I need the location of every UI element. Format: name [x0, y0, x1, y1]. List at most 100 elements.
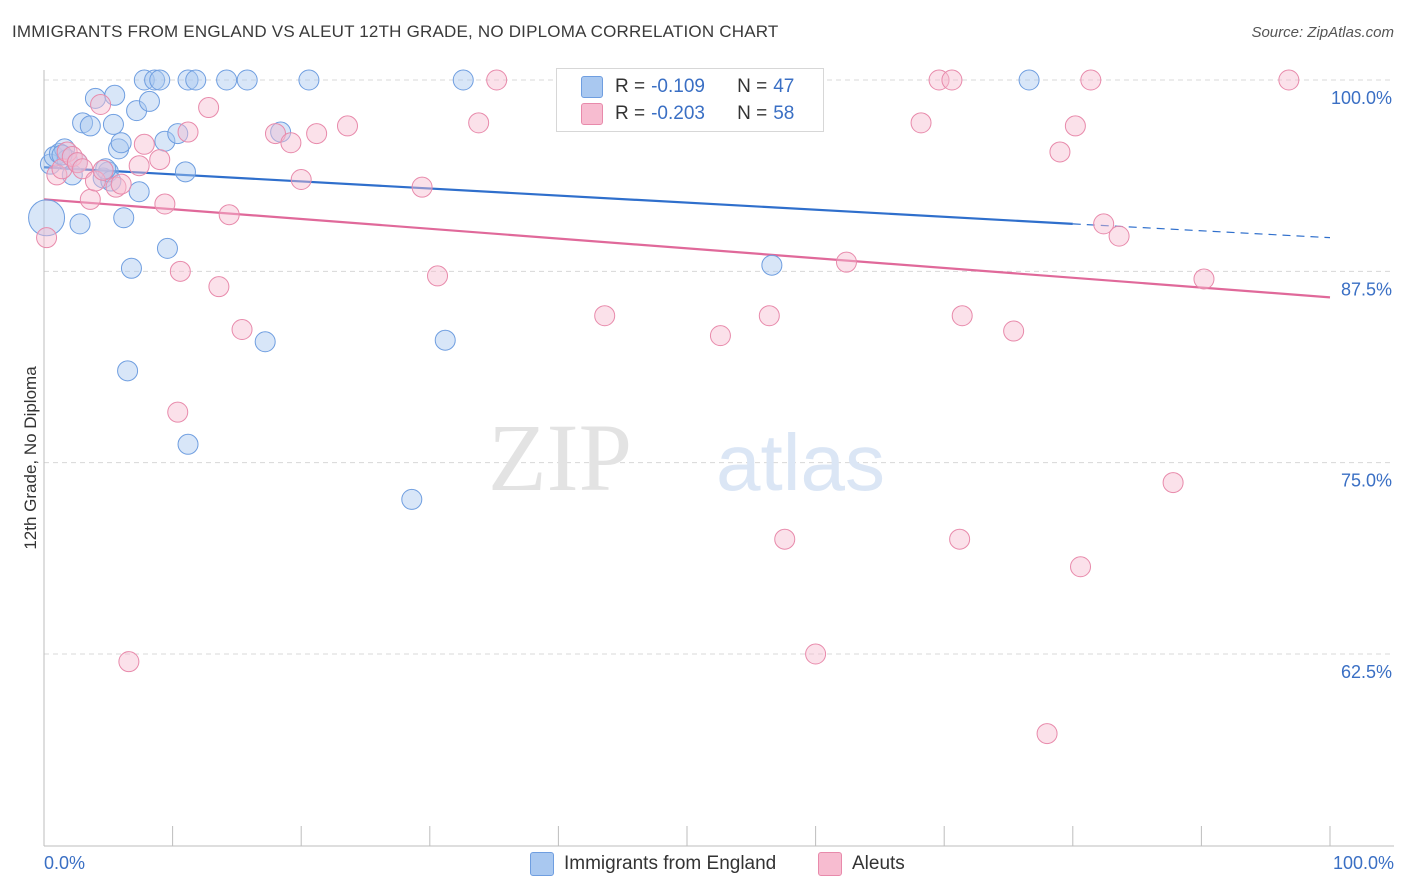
point-aleuts — [36, 227, 58, 249]
point-aleuts — [149, 149, 171, 171]
n-label: N = — [737, 76, 768, 97]
point-england — [298, 69, 320, 91]
chart-title: IMMIGRANTS FROM ENGLAND VS ALEUT 12TH GR… — [12, 22, 779, 41]
watermark-atlas: atlas — [716, 418, 885, 507]
y-tick-label: 75.0% — [1341, 471, 1392, 491]
point-aleuts — [1093, 213, 1115, 235]
n-value: 47 — [773, 76, 795, 97]
point-england — [102, 113, 124, 135]
n-label: N = — [737, 103, 768, 124]
point-aleuts — [805, 643, 827, 665]
point-aleuts — [198, 97, 220, 119]
point-aleuts — [1049, 141, 1071, 163]
point-aleuts — [118, 651, 140, 673]
point-england — [434, 329, 456, 351]
point-england — [61, 164, 83, 186]
stats-legend-row-aleuts: R = -0.203 N = 58 — [581, 102, 794, 126]
point-aleuts — [1108, 225, 1130, 247]
point-england — [177, 69, 199, 91]
legend-swatch-aleuts — [581, 103, 603, 125]
r-label: R = — [615, 76, 646, 97]
point-aleuts — [468, 112, 490, 134]
point-aleuts — [774, 528, 796, 550]
point-aleuts — [79, 188, 101, 210]
n-value: 58 — [773, 103, 795, 124]
point-aleuts — [411, 176, 433, 198]
point-aleuts — [709, 325, 731, 347]
point-aleuts — [1080, 69, 1102, 91]
point-aleuts — [1193, 268, 1215, 290]
point-england — [216, 69, 238, 91]
point-aleuts — [218, 204, 240, 226]
point-aleuts — [1036, 723, 1058, 745]
point-england — [149, 69, 171, 91]
point-aleuts — [72, 158, 94, 180]
point-england — [185, 69, 207, 91]
legend-swatch-england — [530, 852, 554, 876]
point-aleuts — [1064, 115, 1086, 137]
point-aleuts — [758, 305, 780, 327]
stats-legend-row-england: R = -0.109 N = 47 — [581, 75, 794, 99]
y-tick-label: 100.0% — [1331, 88, 1392, 108]
point-aleuts — [1278, 69, 1300, 91]
axes — [43, 70, 1394, 847]
legend-label-england: Immigrants from England — [564, 853, 777, 874]
point-aleuts — [90, 93, 112, 115]
point-england — [236, 69, 258, 91]
point-england — [177, 433, 199, 455]
watermark: ZIP atlas — [488, 404, 885, 511]
point-aleuts — [949, 528, 971, 550]
point-england — [138, 90, 160, 112]
point-aleuts — [1162, 472, 1184, 494]
tick-labels: 100.0% 87.5% 75.0% 62.5% 0.0% 100.0% — [44, 88, 1394, 873]
stats-legend: R = -0.109 N = 47 R = -0.203 N = 58 — [556, 68, 824, 132]
source-label: Source: ZipAtlas.com — [1251, 24, 1394, 41]
point-aleuts — [835, 251, 857, 273]
point-aleuts — [264, 123, 286, 145]
point-england — [1018, 69, 1040, 91]
point-aleuts — [208, 276, 230, 298]
point-aleuts — [427, 265, 449, 287]
legend-item-england: Immigrants from England — [530, 852, 776, 876]
point-england — [117, 360, 139, 382]
y-tick-label: 87.5% — [1341, 279, 1392, 299]
point-england — [28, 199, 66, 237]
trend-line-england — [43, 166, 1073, 225]
point-england — [113, 207, 135, 229]
legend-label-aleuts: Aleuts — [852, 853, 905, 874]
point-aleuts — [941, 69, 963, 91]
x-tick-label: 100.0% — [1333, 853, 1394, 873]
point-england — [120, 257, 142, 279]
watermark-zip: ZIP — [488, 404, 632, 511]
trend-lines — [43, 166, 1331, 299]
point-aleuts — [336, 115, 358, 137]
point-aleuts — [167, 401, 189, 423]
point-aleuts — [169, 260, 191, 282]
point-aleuts — [110, 173, 132, 195]
point-aleuts — [154, 193, 176, 215]
trend-line-england-extension — [1072, 223, 1331, 239]
point-aleuts — [1003, 320, 1025, 342]
point-england — [156, 237, 178, 259]
r-value: -0.203 — [651, 103, 705, 124]
point-aleuts — [133, 133, 155, 155]
r-value: -0.109 — [651, 76, 705, 97]
legend-swatch-england — [581, 76, 603, 98]
point-aleuts — [84, 170, 106, 192]
point-aleuts — [92, 159, 114, 181]
point-england — [144, 69, 166, 91]
y-axis-label: 12th Grade, No Diploma — [21, 366, 40, 550]
point-aleuts — [1070, 556, 1092, 578]
point-aleuts — [231, 318, 253, 340]
point-aleuts — [928, 69, 950, 91]
grid-lines — [44, 79, 1394, 655]
point-aleuts — [177, 121, 199, 143]
point-aleuts — [290, 168, 312, 190]
point-aleuts — [910, 112, 932, 134]
point-england — [401, 488, 423, 510]
point-aleuts — [280, 132, 302, 154]
legend-swatch-aleuts — [818, 852, 842, 876]
x-tick-label: 0.0% — [44, 853, 85, 873]
point-aleuts — [594, 305, 616, 327]
point-aleuts — [306, 123, 328, 145]
